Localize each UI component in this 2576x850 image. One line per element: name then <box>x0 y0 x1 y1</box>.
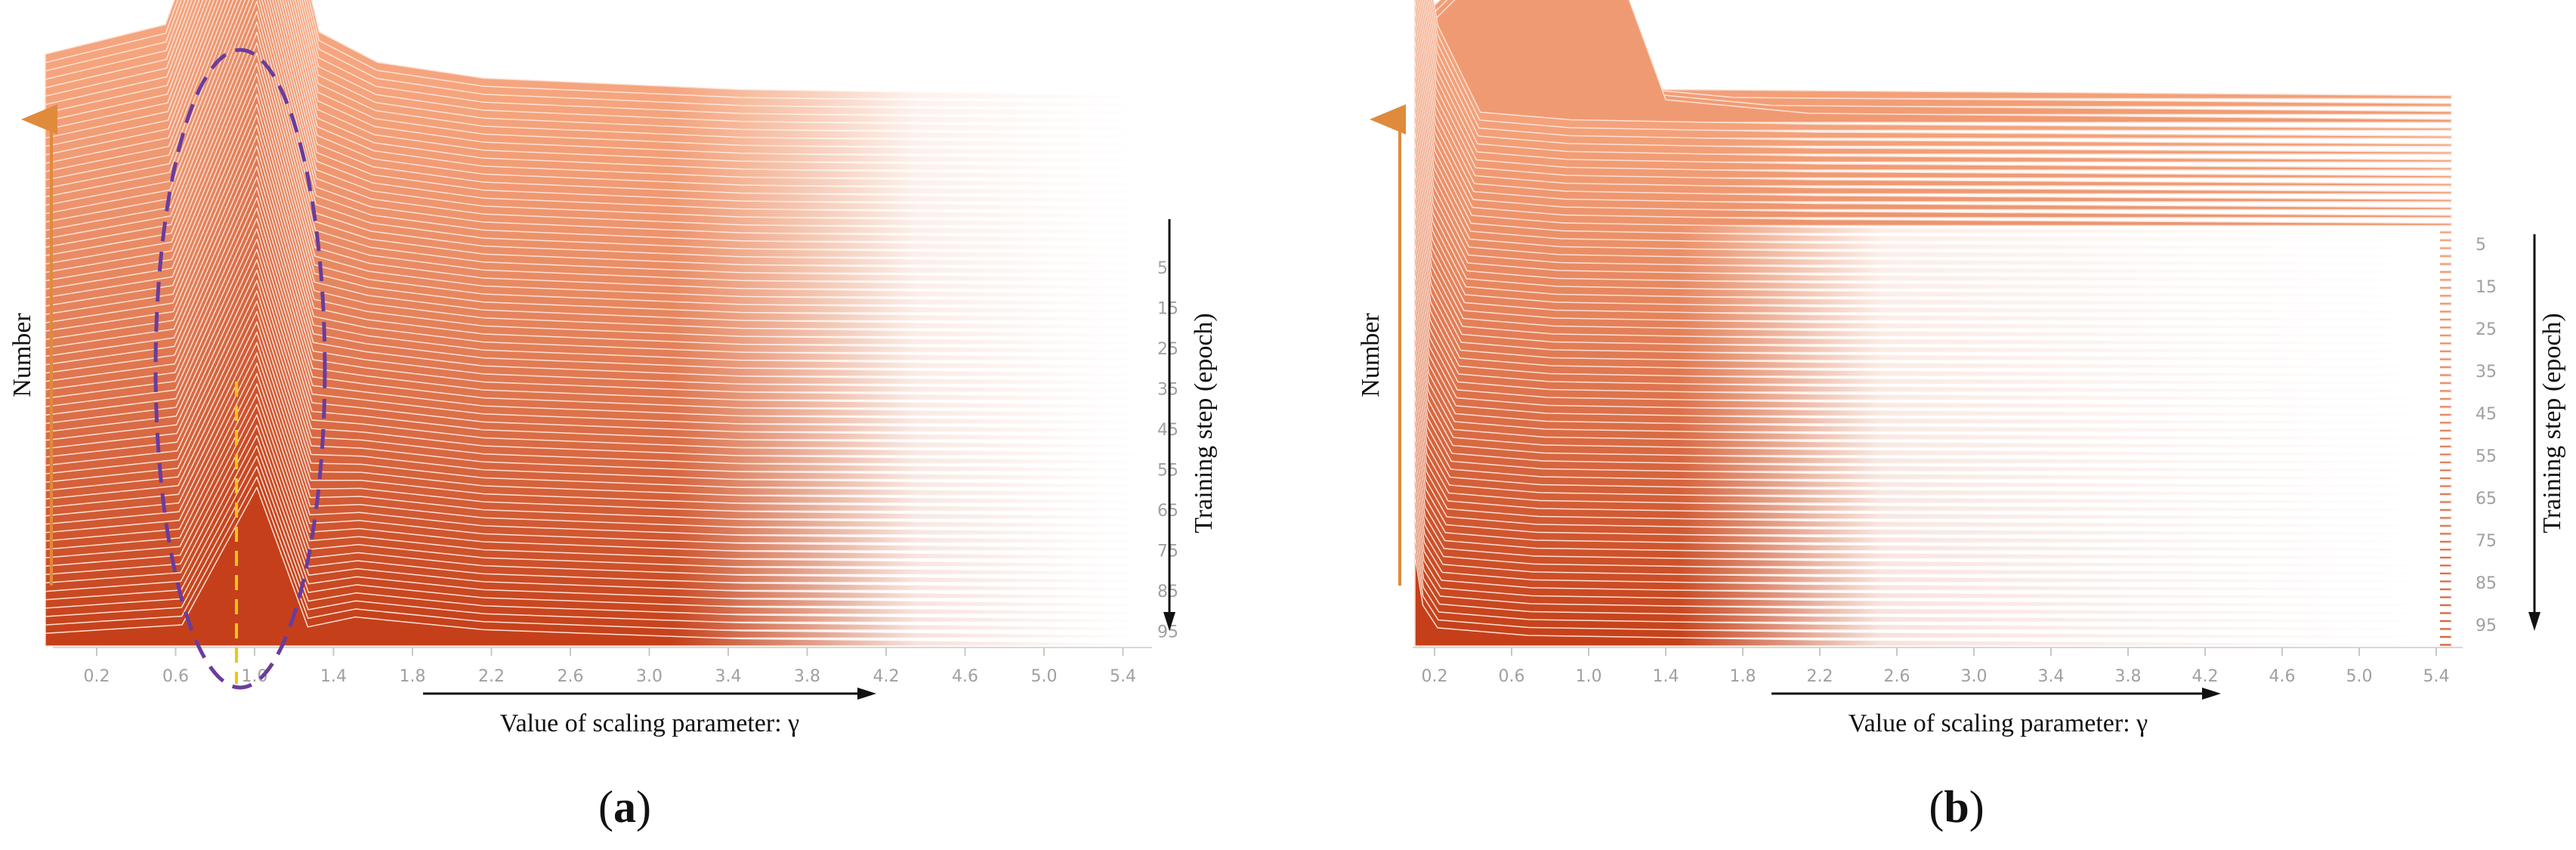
epoch-tick-label: 15 <box>1157 300 1178 319</box>
epoch-tick-label: 5 <box>1157 259 1168 278</box>
gamma-axis-arrowhead-a <box>857 688 876 700</box>
x-tick-label: 1.8 <box>1730 667 1756 686</box>
epoch-tick-label: 45 <box>1157 421 1178 440</box>
x-tick-label: 4.2 <box>2192 667 2219 686</box>
x-tick-label: 4.6 <box>2269 667 2296 686</box>
ridge-epoch <box>1414 0 2452 211</box>
epoch-tick-label: 75 <box>1157 542 1178 561</box>
ridge-epoch <box>1414 8 2452 218</box>
x-tick-label: 3.4 <box>2038 667 2065 686</box>
ridge-epoch <box>1414 0 2452 123</box>
epoch-axis-arrowhead-a <box>1163 612 1175 631</box>
ridge-epoch <box>1414 0 2452 155</box>
epoch-tick-label: 95 <box>2476 617 2497 635</box>
x-tick-label: 1.4 <box>320 667 347 686</box>
ridge-epoch <box>1414 0 2452 139</box>
epoch-tick-label: 35 <box>2476 363 2497 382</box>
ridge-epoch <box>1414 18 2452 227</box>
ridge-epoch <box>1414 0 2452 171</box>
x-tick-label: 1.0 <box>1576 667 1602 686</box>
x-tick-label: 3.8 <box>794 667 820 686</box>
epoch-tick-label: 35 <box>1157 381 1178 400</box>
x-tick-label: 2.6 <box>1884 667 1910 686</box>
x-tick-label: 5.0 <box>1031 667 1058 686</box>
gamma-axis-label-a: Value of scaling parameter: γ <box>500 709 799 737</box>
gamma-axis-label-b: Value of scaling parameter: γ <box>1849 709 2148 737</box>
x-tick-label: 1.8 <box>400 667 426 686</box>
epoch-axis-label-b: Training step (epoch) <box>2538 313 2566 533</box>
x-tick-label: 0.2 <box>1422 667 1448 686</box>
epoch-tick-label: 65 <box>1157 502 1178 521</box>
epoch-tick-label: 75 <box>2476 532 2497 551</box>
ridge-epoch <box>1414 0 2452 131</box>
epoch-tick-label: 45 <box>2476 405 2497 424</box>
epoch-tick-label: 5 <box>2476 236 2486 255</box>
epoch-tick-label: 55 <box>2476 447 2497 466</box>
number-axis-label-a: Number <box>8 313 36 397</box>
number-axis-label-b: Number <box>1357 313 1385 397</box>
highlight-ellipse <box>153 48 327 690</box>
ridge-epoch <box>1414 28 2452 234</box>
ridge-epoch <box>1414 0 2452 202</box>
x-tick-label: 5.4 <box>1110 667 1136 686</box>
chart-panel-b: 0.2 0.6 1.0 1.4 1.8 2.2 2.6 3.0 3.4 3.8 4.2 4.6 5.0 5… <box>1288 0 2576 850</box>
epoch-axis-label-a: Training step (epoch) <box>1190 313 1218 533</box>
x-ticks-b: 0.2 0.6 1.0 1.4 1.8 2.2 2.6 3.0 3.4 3.8 4.2 4.6 5.0 5… <box>1422 648 2450 686</box>
epoch-axis-arrowhead-b <box>2528 612 2540 631</box>
epoch-tick-label: 25 <box>1157 340 1178 359</box>
ridge-epoch <box>1414 0 2452 187</box>
x-tick-label: 4.2 <box>873 667 900 686</box>
x-tick-label: 5.4 <box>2423 667 2450 686</box>
epoch-tick-label: 25 <box>2476 320 2497 339</box>
x-tick-label: 2.6 <box>558 667 584 686</box>
chart-a-svg: 0.2 0.6 1.0 1.4 1.8 2.2 2.6 3.0 3.4 3.8 4.2 4.6 5.0 5… <box>8 0 1218 832</box>
panel-label-b: (b) <box>1929 782 1984 832</box>
ridge-epoch <box>1414 0 2452 195</box>
x-tick-label: 3.8 <box>2115 667 2142 686</box>
x-ticks-a: 0.2 0.6 1.0 1.4 1.8 2.2 2.6 3.0 3.4 3.8 4.2 4.6 5.0 5… <box>84 648 1136 686</box>
x-tick-label: 3.0 <box>636 667 663 686</box>
fade-overlay-b <box>1424 227 2440 650</box>
chart-b-svg: 0.2 0.6 1.0 1.4 1.8 2.2 2.6 3.0 3.4 3.8 4.2 4.6 5.0 5… <box>1357 0 2566 832</box>
x-tick-label: 2.2 <box>478 667 505 686</box>
gamma-axis-arrowhead-b <box>2202 688 2221 700</box>
epoch-tick-label: 55 <box>1157 462 1178 481</box>
panel-label-a: (a) <box>598 782 651 832</box>
epoch-ticks-b: 5 15 25 35 45 55 65 75 85 95 <box>2476 236 2497 635</box>
chart-panel-a: 0.2 0.6 1.0 1.4 1.8 2.2 2.6 3.0 3.4 3.8 4.2 4.6 5.0 5… <box>8 0 1218 832</box>
x-tick-label: 3.4 <box>715 667 742 686</box>
x-tick-label: 3.0 <box>1961 667 1988 686</box>
epoch-tick-label: 65 <box>2476 490 2497 508</box>
ridge-epoch <box>1414 0 2452 163</box>
x-tick-label: 0.2 <box>84 667 110 686</box>
ridge-epoch <box>1414 0 2452 147</box>
x-tick-label: 0.6 <box>162 667 189 686</box>
x-tick-label: 5.0 <box>2346 667 2373 686</box>
x-tick-label: 2.2 <box>1807 667 1833 686</box>
x-tick-label: 1.4 <box>1653 667 1679 686</box>
epoch-tick-label: 85 <box>2476 574 2497 593</box>
x-tick-label: 0.6 <box>1499 667 1525 686</box>
epoch-tick-label: 15 <box>2476 278 2497 297</box>
x-tick-label: 4.6 <box>952 667 978 686</box>
fade-overlay-a <box>91 30 1148 650</box>
epoch-tick-label: 85 <box>1157 583 1178 601</box>
ridge-epoch <box>1414 0 2452 179</box>
